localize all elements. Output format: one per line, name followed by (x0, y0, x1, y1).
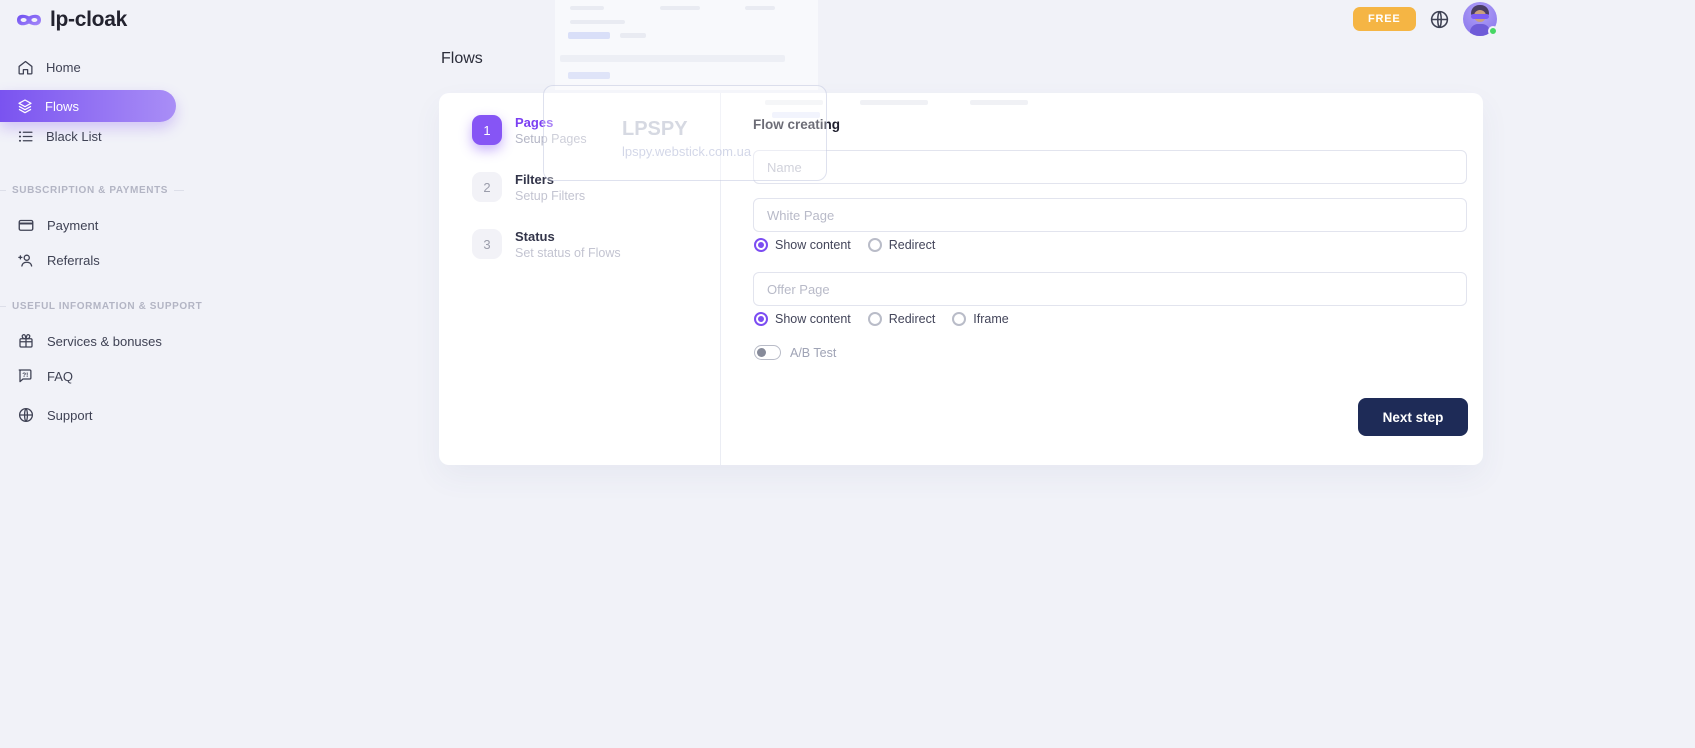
toggle-knob (757, 347, 766, 357)
sidebar-item-label: Home (46, 59, 81, 75)
offer-page-redirect-radio[interactable]: Redirect (867, 312, 936, 326)
radio-selected-icon (754, 238, 768, 252)
app-name: lp-cloak (50, 8, 127, 31)
sidebar-item-payment[interactable]: Payment (0, 214, 190, 236)
mask-icon (16, 12, 42, 28)
white-page-redirect-radio[interactable]: Redirect (867, 238, 936, 252)
sidebar-section-subscription: SUBSCRIPTION & PAYMENTS (0, 185, 184, 196)
payment-icon (17, 216, 35, 234)
offer-page-iframe-radio[interactable]: Iframe (952, 312, 1009, 326)
step-title: Pages (515, 115, 554, 130)
radio-label: Redirect (888, 312, 936, 326)
sidebar-section-support: USEFUL INFORMATION & SUPPORT (0, 301, 202, 312)
offer-page-input[interactable] (753, 272, 1467, 306)
step-number-badge: 2 (472, 172, 502, 202)
gift-icon (17, 332, 35, 350)
step-pages[interactable]: 1 Pages Setup Pages (472, 115, 587, 146)
radio-label: Show content (775, 238, 851, 252)
white-page-input[interactable] (753, 198, 1467, 232)
step-title: Filters (515, 172, 555, 187)
sidebar-item-label: Support (47, 407, 93, 423)
step-subtitle: Set status of Flows (515, 246, 621, 260)
wizard-stepper: 1 Pages Setup Pages 2 Filters Setup Filt… (439, 93, 721, 465)
sidebar-item-label: Flows (45, 98, 79, 114)
sidebar-item-home[interactable]: Home (0, 56, 190, 78)
sidebar-item-services-bonuses[interactable]: Services & bonuses (0, 330, 190, 352)
topbar-actions: FREE (1353, 2, 1498, 36)
step-subtitle: Setup Filters (515, 189, 586, 203)
step-filters[interactable]: 2 Filters Setup Filters (472, 172, 585, 203)
radio-label: Redirect (888, 238, 936, 252)
sidebar-item-label: Services & bonuses (47, 333, 162, 349)
radio-label: Show content (775, 312, 851, 326)
white-page-mode-group: Show content Redirect (754, 238, 935, 252)
offer-page-show-content-radio[interactable]: Show content (754, 312, 851, 326)
sidebar-item-black-list[interactable]: Black List (0, 125, 190, 147)
radio-label: Iframe (973, 312, 1009, 326)
radio-unselected-icon (952, 312, 967, 326)
sidebar-item-faq[interactable]: ?! FAQ (0, 365, 190, 387)
sidebar-item-label: Payment (47, 217, 99, 233)
step-number-badge: 1 (472, 115, 502, 145)
ab-test-label: A/B Test (790, 345, 837, 360)
flows-icon (17, 98, 33, 114)
offer-page-mode-group: Show content Redirect Iframe (754, 312, 1009, 326)
radio-unselected-icon (867, 312, 882, 326)
step-title: Status (515, 229, 555, 244)
globe-icon[interactable] (1429, 9, 1450, 30)
radio-unselected-icon (867, 238, 882, 252)
ab-test-toggle[interactable] (754, 345, 781, 360)
support-icon (17, 406, 35, 424)
flow-creating-card: 1 Pages Setup Pages 2 Filters Setup Filt… (439, 93, 1483, 465)
svg-text:?!: ?! (22, 372, 28, 379)
white-page-show-content-radio[interactable]: Show content (754, 238, 851, 252)
sidebar-item-referrals[interactable]: Referrals (0, 249, 190, 271)
page-title: Flows (441, 50, 483, 67)
referrals-icon (17, 251, 35, 269)
step-number-badge: 3 (472, 229, 502, 259)
step-status[interactable]: 3 Status Set status of Flows (472, 229, 621, 260)
app-logo[interactable]: lp-cloak (16, 8, 127, 32)
user-avatar[interactable] (1462, 2, 1498, 36)
sidebar-item-label: FAQ (47, 368, 74, 384)
name-input[interactable] (753, 150, 1467, 184)
online-status-dot (1487, 26, 1498, 36)
sidebar-item-flows[interactable]: Flows (0, 90, 176, 122)
sidebar-item-support[interactable]: Support (0, 404, 190, 426)
sidebar-item-label: Referrals (47, 252, 100, 268)
radio-selected-icon (754, 312, 768, 326)
flow-creating-form: Flow creating Show content Redirect Show… (753, 93, 1468, 465)
sidebar-item-label: Black List (46, 128, 102, 144)
step-subtitle: Setup Pages (515, 132, 587, 146)
form-title: Flow creating (753, 117, 841, 132)
home-icon (17, 59, 34, 76)
next-step-button[interactable]: Next step (1358, 398, 1468, 436)
plan-badge[interactable]: FREE (1353, 7, 1416, 31)
black-list-icon (17, 128, 34, 145)
faq-icon: ?! (17, 367, 35, 385)
ab-test-toggle-row: A/B Test (754, 345, 836, 360)
